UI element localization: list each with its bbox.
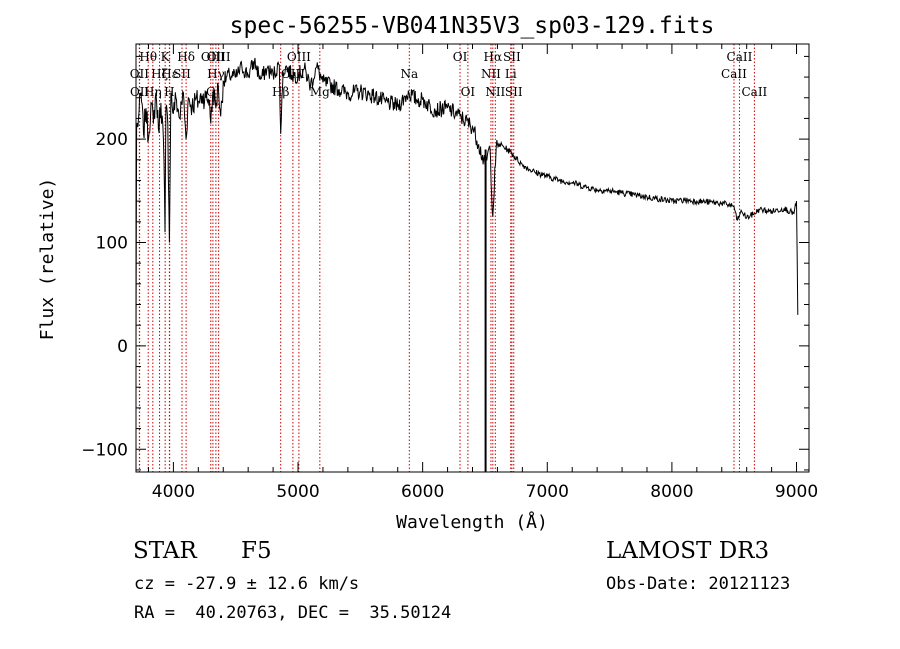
line-label-27: CaII xyxy=(721,67,747,81)
observation-date: Obs-Date: 20121123 xyxy=(606,574,791,594)
y-tick-label: 200 xyxy=(96,130,128,150)
line-label-9: Hδ xyxy=(177,50,195,64)
line-label-28: CaII xyxy=(727,50,753,64)
spectrum-series xyxy=(135,57,799,472)
line-label-7: Hε xyxy=(161,67,178,81)
object-subclass: F5 xyxy=(241,538,272,564)
y-axis-ticks: −100 0 100 200 xyxy=(81,55,809,471)
line-label-10: G xyxy=(206,85,216,99)
x-tick-label: 4000 xyxy=(152,482,195,502)
line-label-11: OIII xyxy=(201,50,225,64)
coordinates: RA = 40.20763, DEC = 35.50124 xyxy=(134,603,452,623)
x-tick-label: 5000 xyxy=(276,482,319,502)
plot-frame xyxy=(135,43,810,473)
line-label-6: H xyxy=(164,85,174,99)
line-label-2: OII xyxy=(130,85,150,99)
emission-line-labels: HθOIIOIIHηHζKHHεSIIHδGOIIIHγOIIIHβOIIIOI… xyxy=(130,50,768,99)
line-label-5: K xyxy=(161,50,171,64)
y-tick-label: 0 xyxy=(117,337,128,357)
y-axis-label: Flux (relative) xyxy=(37,178,58,341)
line-label-21: NII xyxy=(481,67,501,81)
line-label-3: Hη xyxy=(144,85,162,99)
line-label-8: SII xyxy=(173,67,191,81)
line-label-25: SII xyxy=(503,50,521,64)
x-axis-ticks: 4000 5000 6000 7000 8000 9000 xyxy=(147,44,818,502)
x-tick-label: 6000 xyxy=(401,482,444,502)
line-label-14: Hβ xyxy=(272,85,289,99)
y-tick-label: −100 xyxy=(81,440,128,460)
line-label-16: OIII xyxy=(287,50,311,64)
line-label-4: Hζ xyxy=(151,67,168,81)
spectrum-line-0 xyxy=(135,57,799,346)
emission-line-markers xyxy=(138,44,755,472)
line-label-13: OIII xyxy=(207,50,231,64)
line-label-22: Hα xyxy=(484,50,503,64)
line-label-24: Li xyxy=(505,67,517,81)
line-label-18: Na xyxy=(400,67,418,81)
y-tick-label: 100 xyxy=(96,233,128,253)
x-tick-label: 8000 xyxy=(650,482,693,502)
x-tick-label: 9000 xyxy=(775,482,818,502)
line-label-17: Mg xyxy=(310,85,330,99)
line-label-0: Hθ xyxy=(139,50,157,64)
line-label-23: NII xyxy=(485,85,505,99)
chart-title: spec-56255-VB041N35V3_sp03-129.fits xyxy=(230,13,715,39)
survey-name: LAMOST DR3 xyxy=(606,538,770,564)
object-class: STAR xyxy=(133,538,197,564)
line-label-19: OI xyxy=(453,50,468,64)
line-label-1: OII xyxy=(130,67,150,81)
line-label-12: Hγ xyxy=(207,67,225,81)
line-label-29: CaII xyxy=(741,85,767,99)
line-label-26: SII xyxy=(505,85,523,99)
x-tick-label: 7000 xyxy=(526,482,569,502)
cz-value: cz = -27.9 ± 12.6 km/s xyxy=(134,574,360,594)
x-axis-label: Wavelength (Å) xyxy=(396,511,548,533)
line-label-20: OI xyxy=(461,85,476,99)
